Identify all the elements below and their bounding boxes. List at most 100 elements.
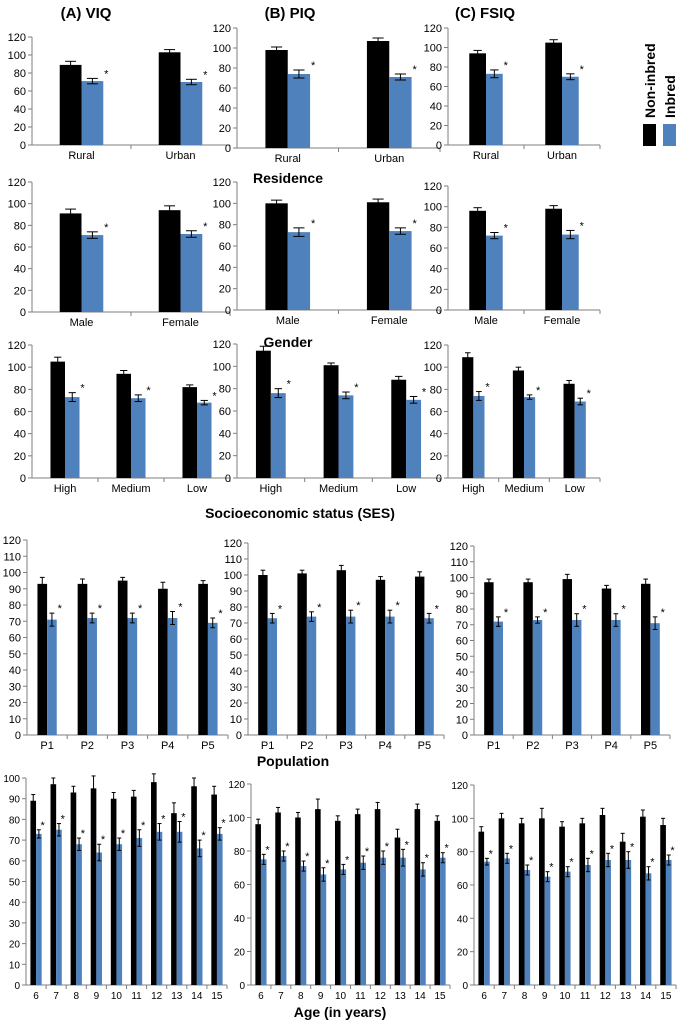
significance-asterisk: * bbox=[305, 851, 310, 863]
bar-inbred bbox=[486, 73, 503, 145]
significance-asterisk: * bbox=[630, 842, 635, 854]
y-tick-label: 100 bbox=[213, 198, 231, 210]
x-tick-label: 15 bbox=[211, 991, 223, 1002]
x-tick-label: Medium bbox=[319, 483, 358, 495]
bar-inbred bbox=[270, 393, 286, 478]
chart-panel-viq-0: 0 20 40 60 80 100 120 * Rural * Urban bbox=[8, 32, 231, 162]
bar-non-inbred bbox=[315, 809, 321, 985]
bar-non-inbred bbox=[545, 42, 562, 145]
bar-inbred bbox=[96, 852, 102, 985]
bar-inbred bbox=[300, 866, 307, 985]
x-tick-label: 6 bbox=[258, 991, 264, 1002]
significance-asterisk: * bbox=[489, 848, 494, 860]
bar-inbred bbox=[493, 621, 504, 735]
bar-non-inbred bbox=[579, 823, 586, 985]
bar-inbred bbox=[207, 622, 218, 735]
y-tick-label: 60 bbox=[219, 241, 231, 253]
significance-asterisk: * bbox=[590, 848, 595, 860]
bar-non-inbred bbox=[660, 825, 666, 985]
y-tick-label: 10 bbox=[9, 960, 21, 971]
significance-asterisk: * bbox=[425, 853, 430, 865]
y-tick-label: 40 bbox=[9, 665, 21, 677]
bar-inbred bbox=[484, 861, 490, 985]
bar-inbred bbox=[156, 831, 163, 985]
significance-asterisk: * bbox=[138, 603, 143, 615]
x-tick-label: High bbox=[54, 483, 77, 495]
bar-non-inbred bbox=[462, 357, 474, 478]
bar-non-inbred bbox=[158, 210, 181, 312]
significance-asterisk: * bbox=[485, 382, 490, 394]
bar-inbred bbox=[532, 620, 543, 735]
y-tick-label: 120 bbox=[424, 181, 442, 193]
x-tick-label: 9 bbox=[94, 991, 100, 1002]
significance-asterisk: * bbox=[104, 222, 109, 234]
significance-asterisk: * bbox=[587, 388, 592, 400]
y-tick-label: 80 bbox=[219, 63, 231, 75]
chart-panel-viq-12: 0 10 20 30 40 50 60 70 80 90 100 * 6 * 7 * 8 * 9 * 10 * 11 * 12 *… bbox=[3, 773, 228, 1002]
x-tick-label: Urban bbox=[374, 153, 404, 165]
bar-inbred bbox=[320, 874, 327, 985]
y-tick-label: 60 bbox=[14, 407, 26, 419]
bar-non-inbred bbox=[469, 53, 486, 145]
y-tick-label: 10 bbox=[9, 714, 21, 726]
bar-inbred bbox=[524, 397, 536, 478]
y-tick-label: 100 bbox=[213, 361, 231, 373]
y-tick-label: 60 bbox=[456, 636, 468, 648]
x-tick-label: High bbox=[462, 483, 485, 495]
bar-non-inbred bbox=[434, 820, 441, 985]
significance-asterisk: * bbox=[580, 64, 585, 76]
bar-inbred bbox=[36, 833, 42, 985]
y-tick-label: 100 bbox=[3, 774, 20, 785]
significance-asterisk: * bbox=[536, 385, 541, 397]
bar-non-inbred bbox=[414, 576, 425, 735]
bar-non-inbred bbox=[191, 786, 197, 985]
y-tick-label: 80 bbox=[9, 600, 21, 612]
x-tick-label: P3 bbox=[565, 740, 578, 752]
chart-panel-piq-7: 0 20 40 60 80 100 120 * High * Medium * Low bbox=[213, 339, 441, 495]
y-tick-label: 110 bbox=[450, 557, 468, 569]
bar-inbred bbox=[360, 862, 367, 985]
y-tick-label: 100 bbox=[424, 362, 442, 374]
bar-inbred bbox=[306, 616, 317, 735]
chart-panel-piq-10: 0 10 20 30 40 50 60 70 80 90 100 110 120 * P1 * P2 * P3 * P4… bbox=[224, 538, 445, 752]
y-tick-label: 20 bbox=[230, 698, 242, 710]
x-tick-label: P5 bbox=[644, 740, 657, 752]
bar-inbred bbox=[400, 857, 406, 985]
bar-non-inbred bbox=[640, 816, 646, 985]
y-tick-label: 0 bbox=[20, 307, 26, 319]
x-tick-label: P2 bbox=[81, 740, 94, 752]
bar-non-inbred bbox=[391, 379, 407, 478]
bar-non-inbred bbox=[374, 809, 381, 985]
x-tick-label: 9 bbox=[318, 991, 324, 1002]
bar-non-inbred bbox=[366, 41, 390, 148]
bar-inbred bbox=[340, 869, 347, 985]
bar-inbred bbox=[267, 618, 278, 735]
x-tick-label: 10 bbox=[335, 991, 347, 1002]
y-tick-label: 10 bbox=[456, 714, 468, 726]
y-tick-label: 90 bbox=[456, 588, 468, 600]
y-tick-label: 0 bbox=[436, 305, 442, 317]
legend-label-inbred: Inbred bbox=[662, 75, 678, 118]
significance-asterisk: * bbox=[405, 839, 410, 851]
y-tick-label: 0 bbox=[20, 140, 26, 152]
x-tick-label: 15 bbox=[660, 991, 672, 1002]
bar-inbred bbox=[389, 77, 412, 148]
y-tick-label: 20 bbox=[219, 451, 231, 463]
bar-non-inbred bbox=[469, 210, 486, 310]
y-tick-label: 80 bbox=[457, 848, 469, 859]
y-tick-label: 0 bbox=[15, 730, 21, 742]
significance-asterisk: * bbox=[435, 603, 440, 615]
x-tick-label: P4 bbox=[604, 740, 617, 752]
significance-asterisk: * bbox=[278, 603, 283, 615]
bar-non-inbred bbox=[37, 583, 48, 735]
y-tick-label: 60 bbox=[9, 857, 21, 868]
y-tick-label: 70 bbox=[9, 616, 21, 628]
chart-panel-piq-4: 0 20 40 60 80 100 120 * Male * Female bbox=[213, 177, 441, 327]
y-tick-label: 10 bbox=[230, 714, 242, 726]
bar-non-inbred bbox=[50, 361, 65, 478]
x-tick-label: 8 bbox=[522, 991, 528, 1002]
y-tick-label: 20 bbox=[219, 123, 231, 135]
bar-inbred bbox=[380, 857, 386, 985]
y-tick-label: 0 bbox=[462, 981, 468, 992]
significance-asterisk: * bbox=[212, 390, 217, 402]
